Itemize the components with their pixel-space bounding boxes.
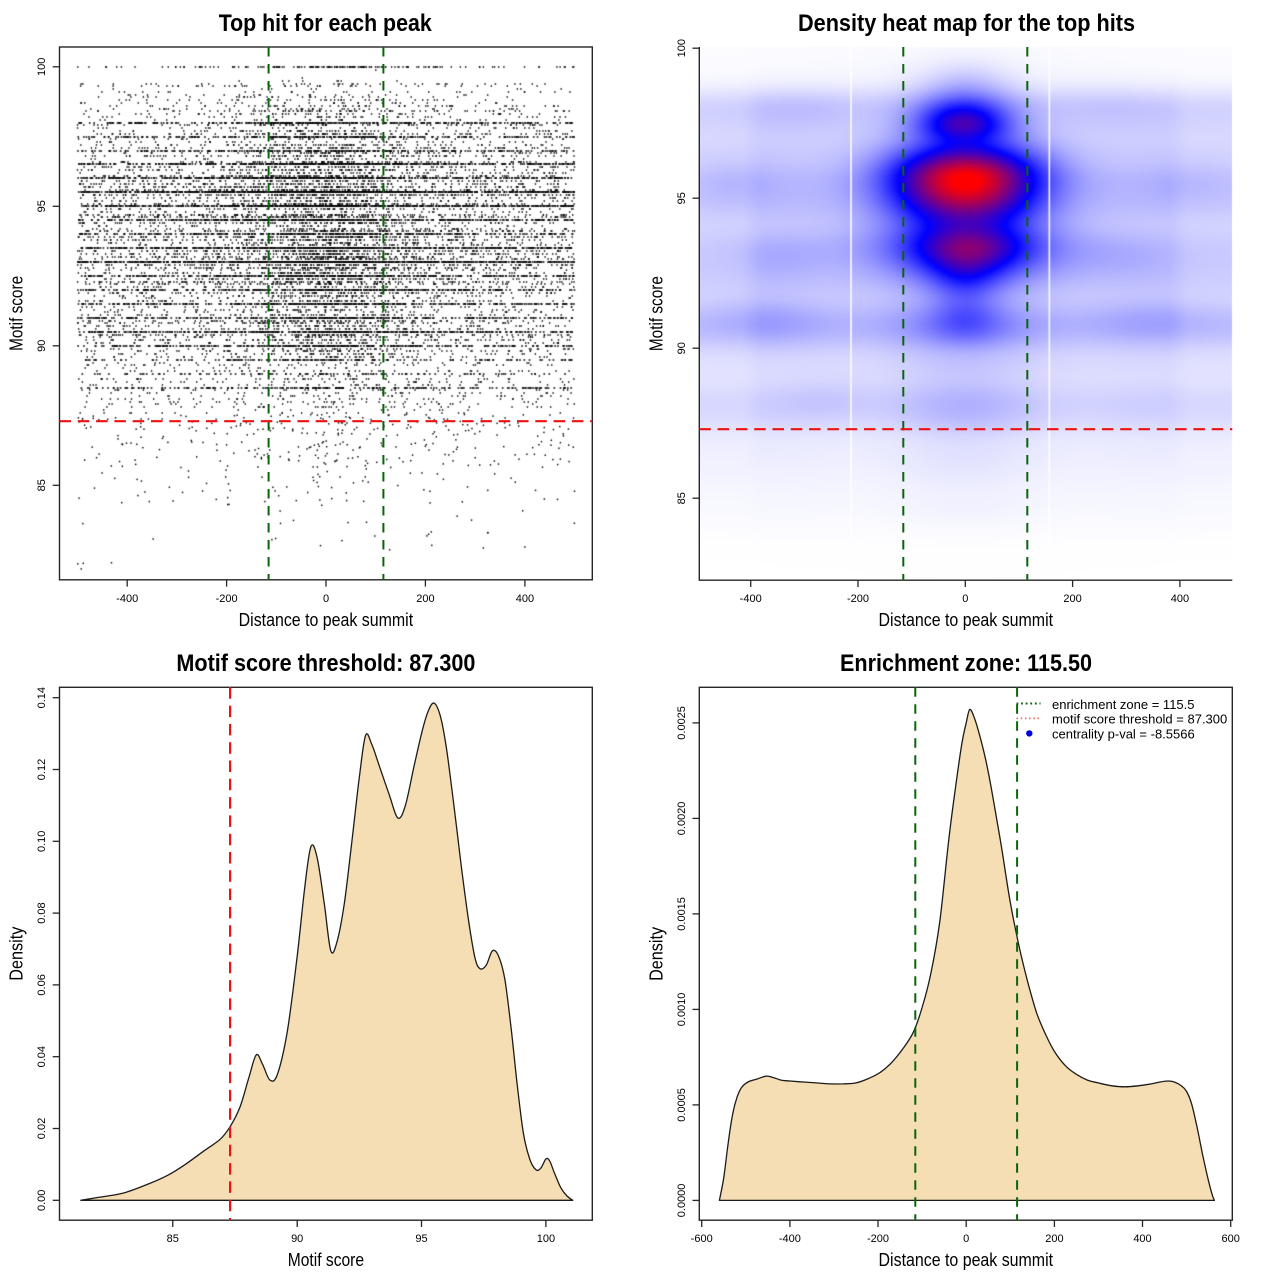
svg-text:Top hit for each peak: Top hit for each peak (219, 10, 433, 37)
svg-text:0.02: 0.02 (36, 1118, 48, 1139)
svg-text:-400: -400 (116, 593, 138, 605)
svg-text:0.0005: 0.0005 (676, 1088, 688, 1122)
svg-text:85: 85 (36, 479, 48, 491)
svg-text:0.10: 0.10 (36, 831, 48, 852)
svg-text:enrichment zone = 115.5: enrichment zone = 115.5 (1052, 697, 1195, 712)
svg-text:95: 95 (36, 200, 48, 212)
svg-text:Motif score: Motif score (288, 1250, 364, 1270)
svg-text:400: 400 (516, 593, 534, 605)
svg-text:-600: -600 (691, 1233, 713, 1245)
svg-text:95: 95 (415, 1233, 427, 1245)
svg-text:90: 90 (36, 340, 48, 352)
svg-text:0: 0 (962, 593, 968, 605)
svg-text:0.0000: 0.0000 (676, 1184, 688, 1218)
svg-text:0: 0 (963, 1233, 969, 1245)
svg-text:0.0025: 0.0025 (676, 706, 688, 740)
svg-text:95: 95 (676, 192, 688, 204)
svg-text:-200: -200 (867, 1233, 889, 1245)
svg-text:-400: -400 (779, 1233, 801, 1245)
svg-text:0.00: 0.00 (36, 1190, 48, 1211)
svg-text:400: 400 (1133, 1233, 1151, 1245)
svg-text:0.0015: 0.0015 (676, 897, 688, 931)
svg-text:200: 200 (416, 593, 434, 605)
svg-text:-400: -400 (740, 593, 762, 605)
svg-text:0.14: 0.14 (36, 687, 48, 708)
svg-text:0: 0 (323, 593, 329, 605)
svg-text:85: 85 (167, 1233, 179, 1245)
svg-text:Motif score: Motif score (647, 276, 667, 351)
svg-text:400: 400 (1171, 593, 1189, 605)
svg-text:0.12: 0.12 (36, 759, 48, 780)
svg-text:Density heat map for the top h: Density heat map for the top hits (798, 10, 1135, 37)
svg-text:200: 200 (1063, 593, 1081, 605)
svg-text:centrality p-val = -8.5566: centrality p-val = -8.5566 (1052, 727, 1195, 742)
svg-text:100: 100 (36, 58, 48, 76)
svg-text:Density: Density (647, 927, 667, 981)
svg-text:motif score threshold = 87.300: motif score threshold = 87.300 (1052, 712, 1227, 727)
svg-text:0.04: 0.04 (36, 1046, 48, 1067)
svg-text:Motif score: Motif score (7, 276, 27, 351)
svg-text:0.0010: 0.0010 (676, 993, 688, 1027)
svg-text:0.06: 0.06 (36, 974, 48, 995)
svg-text:-200: -200 (847, 593, 869, 605)
svg-text:200: 200 (1045, 1233, 1063, 1245)
svg-text:0.08: 0.08 (36, 902, 48, 923)
svg-text:Motif score threshold: 87.300: Motif score threshold: 87.300 (176, 650, 475, 677)
svg-text:-200: -200 (216, 593, 238, 605)
svg-text:Distance to peak summit: Distance to peak summit (879, 610, 1054, 630)
svg-text:Enrichment zone: 115.50: Enrichment zone: 115.50 (840, 650, 1092, 677)
svg-text:90: 90 (676, 342, 688, 354)
svg-text:Distance to peak summit: Distance to peak summit (239, 610, 414, 630)
svg-text:Distance to peak summit: Distance to peak summit (879, 1250, 1054, 1270)
svg-text:600: 600 (1222, 1233, 1240, 1245)
svg-text:0.0020: 0.0020 (676, 802, 688, 836)
svg-text:100: 100 (537, 1233, 555, 1245)
svg-text:85: 85 (676, 492, 688, 504)
svg-text:90: 90 (291, 1233, 303, 1245)
svg-text:Density: Density (7, 927, 27, 981)
svg-text:100: 100 (676, 39, 688, 57)
